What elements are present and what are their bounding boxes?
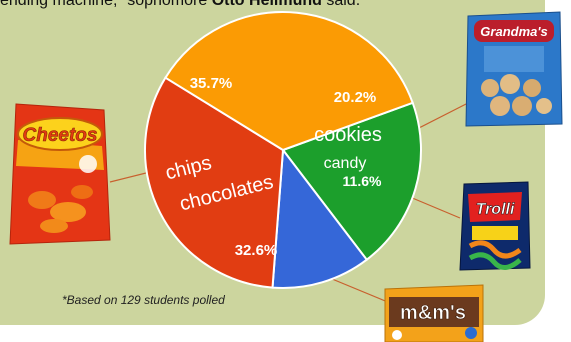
pie-slice-chocolates [144, 76, 285, 289]
slice-value-candy: 11.6% [343, 173, 382, 189]
slice-value-chocolates: 32.6% [235, 242, 278, 259]
trolli-brand-text: Trolli [476, 201, 515, 218]
footnote: *Based on 129 students polled [62, 293, 225, 307]
slice-value-chips: 35.7% [190, 75, 233, 92]
pie-slice-chips [164, 11, 414, 152]
quote-suffix: said. [321, 0, 361, 9]
grandmas-brand-text: Grandma's [480, 24, 547, 39]
mms-brand-text: m&m's [400, 302, 466, 324]
grandmas-cookies-bag-icon: Grandma's [465, 11, 563, 127]
slice-label-candy: candy [324, 155, 367, 172]
mms-bag-icon: m&m's [384, 284, 484, 342]
slice-label-cookies: cookies [314, 124, 382, 146]
pie-slice-candy [271, 147, 369, 289]
leader-line-cookies [414, 101, 471, 131]
trolli-bag-icon: Trolli [459, 181, 531, 271]
slice-value-cookies: 20.2% [334, 89, 377, 106]
cheetos-brand-text: Cheetos [23, 125, 98, 146]
cheetos-bag-icon: Cheetos [9, 103, 111, 245]
quote-name: Otto Hellmund [211, 0, 322, 9]
pie-slices [144, 11, 423, 289]
leader-line-chips [109, 171, 151, 183]
quote-line: ending machine,” sophomore Otto Hellmund… [0, 0, 460, 14]
quote-prefix: ending machine,” sophomore [0, 0, 212, 9]
pie-slice-cookies [281, 101, 423, 262]
